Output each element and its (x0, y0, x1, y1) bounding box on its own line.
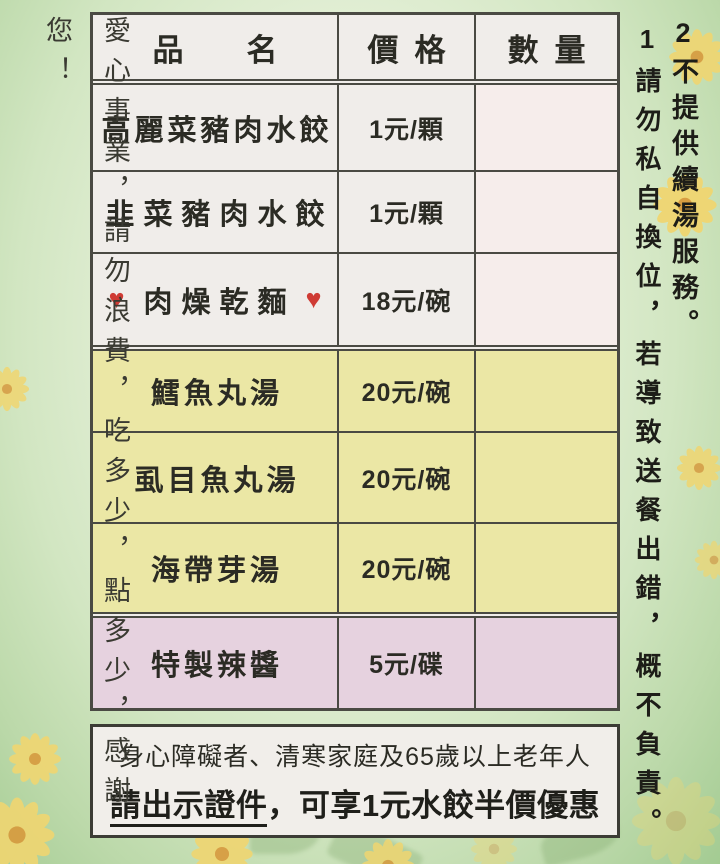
header-quantity: 數量 (474, 15, 617, 79)
item-quantity-blank (474, 433, 617, 522)
item-name: 虱目魚丸湯 (93, 433, 337, 522)
item-quantity-blank (474, 254, 617, 345)
heart-icon: ♥ (108, 284, 125, 314)
menu-table: 品 名 價格 數量 高麗菜豬肉水餃 1元/顆 韭菜豬肉水餃 1元/顆 ♥ 肉燥乾… (90, 12, 620, 711)
header-price: 價格 (337, 15, 474, 79)
item-quantity-blank (474, 85, 617, 170)
item-price: 20元/碗 (337, 351, 474, 431)
item-name: ♥ 肉燥乾麵 ♥ (93, 254, 337, 345)
table-row-minced-pork-noodles: ♥ 肉燥乾麵 ♥ 18元/碗 (93, 252, 617, 345)
item-price: 20元/碗 (337, 433, 474, 522)
discount-eligibility-text: 身心障礙者、清寒家庭及65歲以上老年人 (119, 743, 591, 771)
item-name: 海帶芽湯 (93, 524, 337, 612)
table-row-chive-dumplings: 韭菜豬肉水餃 1元/顆 (93, 170, 617, 252)
item-name: 高麗菜豬肉水餃 (93, 85, 337, 170)
flower-icon (361, 839, 415, 864)
item-quantity-blank (474, 524, 617, 612)
right-rule-1-no-seat-swapping: 1請勿私自換位，若導致送餐出錯，概不負責。 (632, 24, 662, 847)
table-header-row: 品 名 價格 數量 (93, 15, 617, 79)
table-row-special-chili-sauce: 特製辣醬 5元/碟 (93, 612, 617, 708)
show-id-emphasis: 請出示證件 (109, 788, 268, 827)
flower-icon (676, 445, 720, 491)
item-name-text: 肉燥乾麵 (143, 286, 296, 319)
item-quantity-blank (474, 351, 617, 431)
table-row-seaweed-soup: 海帶芽湯 20元/碗 (93, 522, 617, 612)
left-vertical-note: 愛心事業，請勿浪費，吃多少，點多少，感謝您！ (42, 16, 130, 816)
table-row-cabbage-dumplings: 高麗菜豬肉水餃 1元/顆 (93, 79, 617, 170)
item-price: 18元/碗 (337, 254, 474, 345)
flower-icon (694, 540, 720, 580)
table-row-cod-ball-soup: 鱈魚丸湯 20元/碗 (93, 345, 617, 431)
header-item-name: 品 名 (152, 32, 294, 68)
item-name: 韭菜豬肉水餃 (93, 172, 337, 252)
heart-icon: ♥ (305, 284, 322, 314)
table-row-milkfish-ball-soup: 虱目魚丸湯 20元/碗 (93, 431, 617, 522)
item-price: 20元/碗 (337, 524, 474, 612)
discount-notice-box: 身心障礙者、清寒家庭及65歲以上老年人 請出示證件，可享1元水餃半價優惠 (90, 724, 620, 838)
discount-offer-text: 請出示證件，可享1元水餃半價優惠 (109, 780, 601, 827)
item-name: 鱈魚丸湯 (93, 351, 337, 431)
item-quantity-blank (474, 618, 617, 708)
discount-offer-rest: ，可享1元水餃半價優惠 (267, 788, 601, 823)
right-rule-2-no-soup-refill: 2不提供續湯服務。 (668, 18, 698, 345)
item-quantity-blank (474, 172, 617, 252)
item-price: 1元/顆 (337, 85, 474, 170)
item-price: 5元/碟 (337, 618, 474, 708)
item-name: 特製辣醬 (93, 618, 337, 708)
item-price: 1元/顆 (337, 172, 474, 252)
flower-icon (0, 366, 30, 412)
